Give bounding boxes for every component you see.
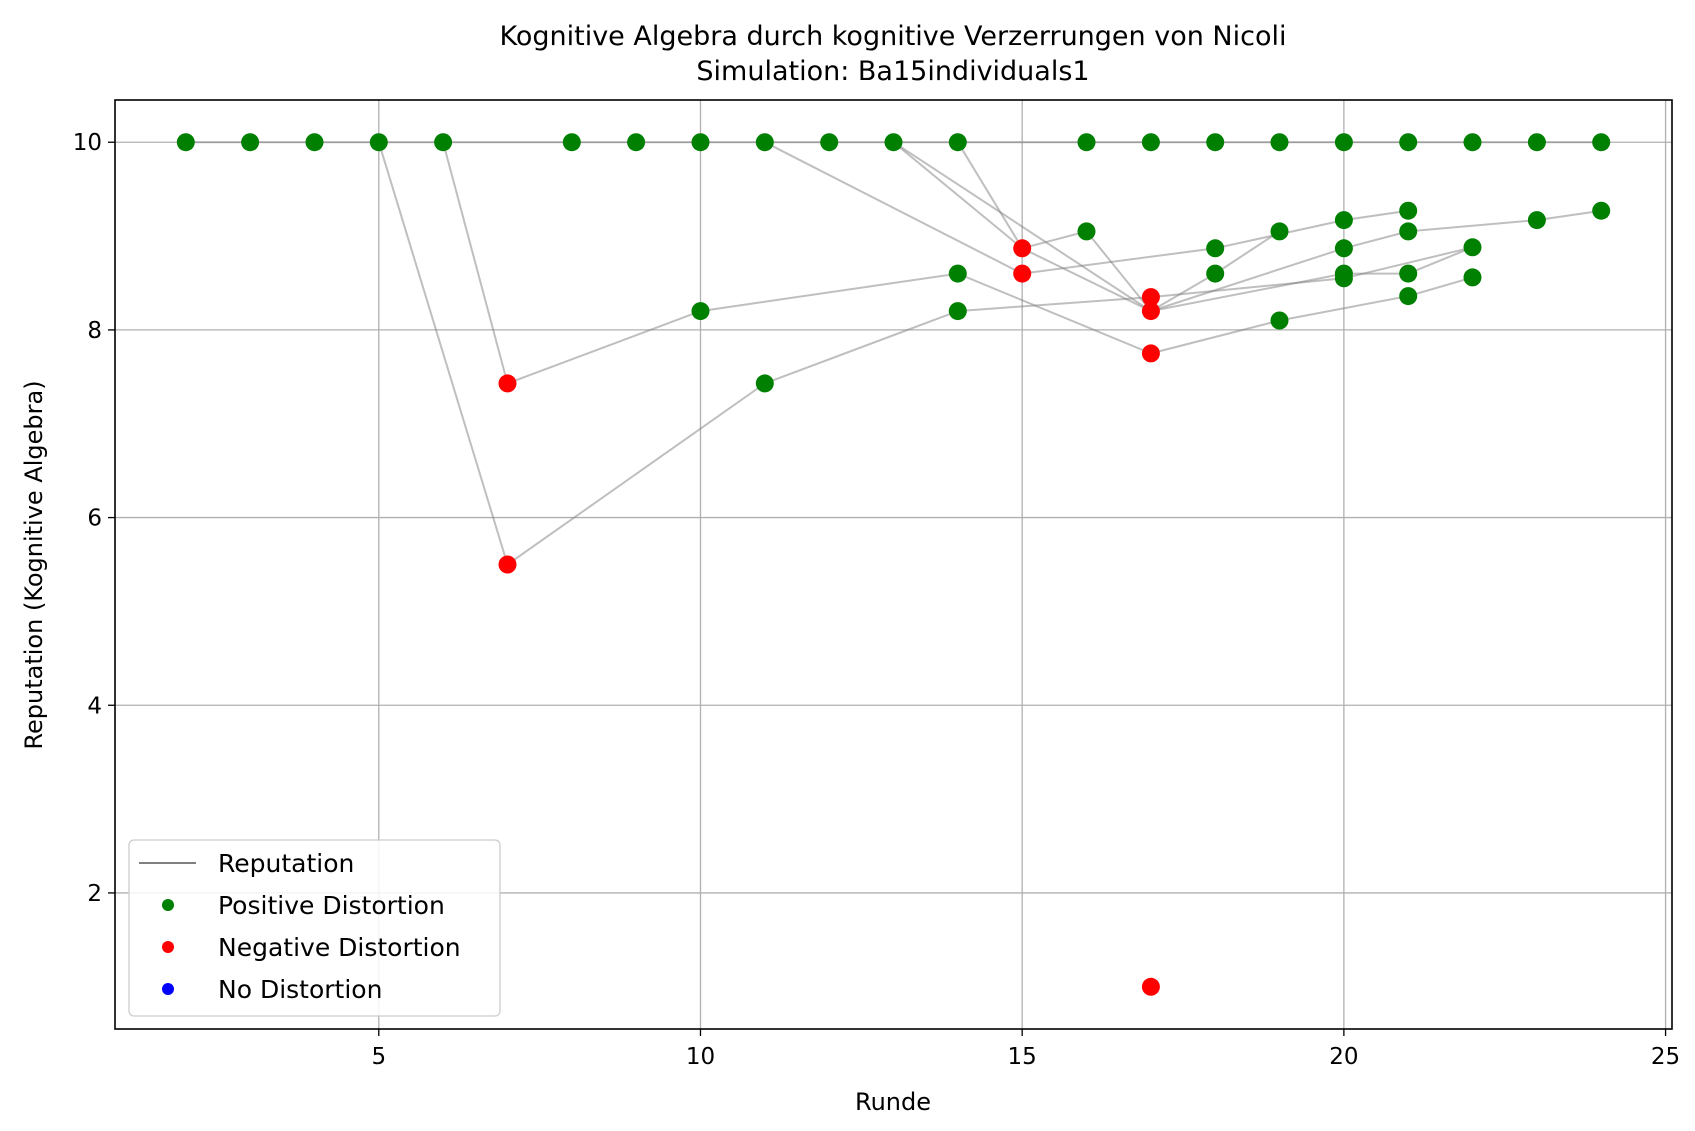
- data-point-positive: [176, 133, 195, 152]
- y-tick-label: 10: [73, 130, 102, 156]
- reputation-lines: [185, 141, 1602, 567]
- x-tick-label: 25: [1651, 1044, 1680, 1070]
- data-point-positive: [1399, 201, 1418, 220]
- data-point-positive: [1206, 264, 1225, 283]
- legend-swatch-none: [162, 983, 174, 995]
- data-point-negative: [1141, 288, 1160, 307]
- data-point-positive: [755, 133, 774, 152]
- data-point-positive: [1206, 239, 1225, 258]
- reputation-line: [892, 141, 1602, 313]
- data-point-negative: [498, 374, 517, 393]
- data-point-positive: [369, 133, 388, 152]
- axis-ticks: 5 10 15 20 25 2 4 6 8 10: [73, 130, 1680, 1070]
- legend-label-negative: Negative Distortion: [218, 933, 461, 962]
- x-tick-label: 5: [371, 1044, 386, 1070]
- data-point-positive: [1077, 222, 1096, 241]
- data-point-negative: [1141, 977, 1160, 996]
- data-point-positive: [1527, 211, 1546, 230]
- data-point-positive: [691, 302, 710, 321]
- data-point-negative: [1141, 302, 1160, 321]
- data-point-positive: [1206, 133, 1225, 152]
- data-point-positive: [1334, 239, 1353, 258]
- data-point-positive: [884, 133, 903, 152]
- data-point-positive: [1270, 311, 1289, 330]
- legend-label-reputation: Reputation: [218, 849, 354, 878]
- x-axis-label: Runde: [855, 1088, 931, 1116]
- data-point-positive: [627, 133, 646, 152]
- data-points: [176, 133, 1611, 996]
- legend-label-none: No Distortion: [218, 975, 382, 1004]
- y-tick-label: 4: [87, 693, 102, 719]
- data-point-positive: [1270, 222, 1289, 241]
- data-point-positive: [1463, 238, 1482, 257]
- data-point-positive: [1141, 133, 1160, 152]
- y-tick-label: 8: [87, 318, 102, 344]
- chart-subtitle: Simulation: Ba15individuals1: [696, 56, 1089, 87]
- legend-box: [128, 839, 501, 1017]
- data-point-positive: [1334, 269, 1353, 288]
- reputation-line: [442, 141, 1473, 385]
- plot-frame: [114, 99, 1673, 1030]
- data-point-positive: [1592, 201, 1611, 220]
- data-point-positive: [1463, 133, 1482, 152]
- legend-label-positive: Positive Distortion: [218, 891, 445, 920]
- data-point-positive: [755, 374, 774, 393]
- data-point-positive: [1399, 222, 1418, 241]
- x-tick-label: 10: [686, 1044, 715, 1070]
- data-point-positive: [1527, 133, 1546, 152]
- reputation-line: [764, 141, 1409, 275]
- data-point-positive: [1077, 133, 1096, 152]
- data-point-positive: [948, 264, 967, 283]
- legend-swatch-positive: [162, 899, 174, 911]
- data-point-positive: [1399, 133, 1418, 152]
- reputation-line: [956, 141, 1473, 313]
- data-point-negative: [1013, 264, 1032, 283]
- data-point-positive: [241, 133, 260, 152]
- data-point-positive: [948, 302, 967, 321]
- y-tick-label: 2: [87, 881, 102, 907]
- x-tick-label: 20: [1329, 1044, 1358, 1070]
- chart-title: Kognitive Algebra durch kognitive Verzer…: [499, 21, 1286, 52]
- data-point-negative: [1141, 344, 1160, 363]
- y-tick-label: 6: [87, 506, 102, 532]
- data-point-negative: [1013, 239, 1032, 258]
- data-point-positive: [1334, 133, 1353, 152]
- legend: Reputation Positive Distortion Negative …: [128, 839, 501, 1017]
- data-point-positive: [1463, 268, 1482, 287]
- data-point-positive: [562, 133, 581, 152]
- data-point-positive: [1270, 133, 1289, 152]
- data-point-positive: [305, 133, 324, 152]
- data-point-positive: [1592, 133, 1611, 152]
- y-axis-label: Reputation (Kognitive Algebra): [20, 380, 48, 749]
- reputation-line: [892, 141, 1281, 313]
- data-point-positive: [1399, 287, 1418, 306]
- data-point-positive: [691, 133, 710, 152]
- data-point-positive: [820, 133, 839, 152]
- data-point-positive: [434, 133, 453, 152]
- reputation-line: [377, 141, 1473, 567]
- x-tick-label: 15: [1008, 1044, 1037, 1070]
- data-point-positive: [1334, 211, 1353, 230]
- data-point-positive: [948, 133, 967, 152]
- data-point-positive: [1399, 264, 1418, 283]
- data-point-negative: [498, 555, 517, 574]
- legend-swatch-negative: [162, 941, 174, 953]
